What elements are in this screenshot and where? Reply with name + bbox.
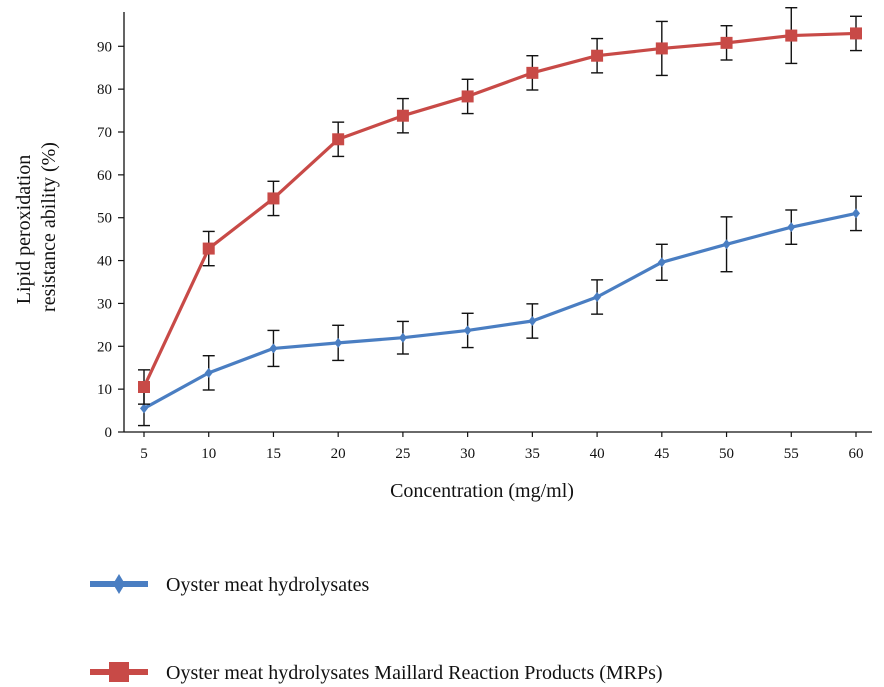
y-axis-title-line-1: Lipid peroxidation <box>13 155 35 304</box>
legend: Oyster meat hydrolysates Oyster meat hyd… <box>90 574 663 684</box>
x-tick-label: 10 <box>201 446 216 462</box>
data-point-diamond <box>528 316 537 326</box>
y-tick-label: 80 <box>97 82 112 98</box>
x-tick-label: 45 <box>654 446 669 462</box>
data-point-square <box>655 42 668 55</box>
y-tick-label: 70 <box>97 125 112 141</box>
y-tick-label: 60 <box>97 168 112 184</box>
data-point-diamond <box>852 208 860 219</box>
x-tick-label: 20 <box>331 446 346 462</box>
data-point-square <box>850 27 862 40</box>
series-layer <box>138 7 862 427</box>
x-tick-label: 5 <box>140 446 148 462</box>
legend-swatch-square-icon <box>109 662 129 682</box>
data-point-square <box>526 66 539 79</box>
data-point-diamond <box>787 222 796 233</box>
data-point-diamond <box>593 292 602 302</box>
x-ticks: 5 10 15 20 25 30 35 40 45 50 55 60 <box>140 432 864 462</box>
data-point-square <box>461 90 474 103</box>
data-point-diamond <box>204 367 213 378</box>
x-tick-label: 40 <box>590 446 605 462</box>
legend-item-hydrolysates: Oyster meat hydrolysates <box>90 574 369 596</box>
y-tick-label: 30 <box>97 296 112 312</box>
data-point-square <box>267 192 280 205</box>
y-tick-label: 10 <box>97 382 112 398</box>
data-point-square <box>332 133 345 146</box>
x-tick-label: 60 <box>849 446 864 462</box>
data-point-square <box>720 36 733 49</box>
series-mrps <box>138 7 862 405</box>
data-point-diamond <box>398 332 407 343</box>
legend-label-mrps: Oyster meat hydrolysates Maillard Reacti… <box>166 662 663 684</box>
x-axis-title: Concentration (mg/ml) <box>390 480 574 502</box>
series-hydrolysates <box>138 195 862 427</box>
x-tick-label: 30 <box>460 446 475 462</box>
legend-item-mrps: Oyster meat hydrolysates Maillard Reacti… <box>90 662 663 684</box>
y-tick-label: 40 <box>97 254 112 270</box>
y-axis-title: Lipid peroxidation resistance ability (%… <box>13 142 60 312</box>
y-tick-label: 90 <box>97 39 112 55</box>
data-point-diamond <box>657 257 666 268</box>
y-ticks: 0 10 20 30 40 50 60 70 80 90 <box>97 39 124 441</box>
data-point-square <box>396 109 409 122</box>
data-point-diamond <box>140 403 148 414</box>
y-tick-label: 20 <box>97 339 112 355</box>
data-point-diamond <box>722 239 731 250</box>
data-point-diamond <box>269 343 278 354</box>
data-point-diamond <box>463 325 472 336</box>
x-tick-label: 15 <box>266 446 281 462</box>
data-point-square <box>785 29 798 42</box>
series-line <box>143 211 857 410</box>
x-tick-label: 50 <box>719 446 734 462</box>
axes <box>123 12 872 433</box>
data-point-square <box>138 381 150 393</box>
y-tick-label: 50 <box>97 211 112 227</box>
data-point-diamond <box>334 337 343 348</box>
series-line <box>142 31 857 388</box>
x-tick-label: 25 <box>395 446 410 462</box>
x-tick-label: 35 <box>525 446 540 462</box>
x-tick-label: 55 <box>784 446 799 462</box>
y-tick-label: 0 <box>105 425 113 441</box>
y-axis-title-line-2: resistance ability (%) <box>38 142 60 312</box>
legend-swatch-diamond-icon <box>113 574 125 594</box>
data-point-square <box>591 49 604 62</box>
data-point-square <box>202 242 215 255</box>
legend-label-hydrolysates: Oyster meat hydrolysates <box>166 574 369 596</box>
